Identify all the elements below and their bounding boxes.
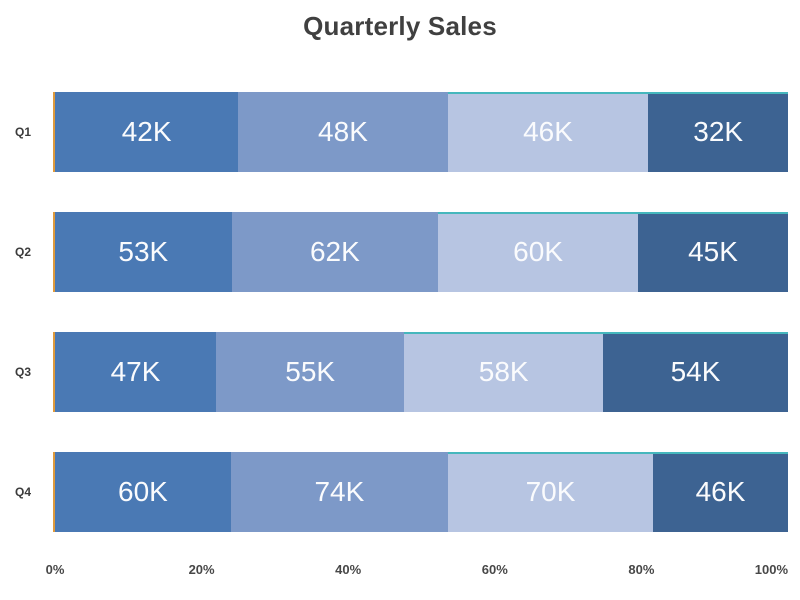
- bar-segment[interactable]: 58K: [404, 332, 604, 412]
- x-axis-tick-label: 20%: [188, 562, 215, 577]
- stacked-bar: 42K 48K 46K 32K: [53, 92, 788, 172]
- value-label: 42K: [121, 116, 172, 147]
- bar-segment[interactable]: 74K: [230, 452, 448, 532]
- category-label: Q4: [14, 485, 31, 499]
- value-label: 54K: [670, 356, 721, 387]
- bar-segment[interactable]: 62K: [231, 212, 439, 292]
- bar-row: Q4 60K 74K 70K 46K: [15, 452, 788, 532]
- x-axis-tick-label: 40%: [335, 562, 362, 577]
- bar-left-accent: [53, 452, 55, 532]
- bar-segment[interactable]: 48K: [238, 92, 448, 172]
- value-label: 53K: [118, 236, 169, 267]
- bar-top-accent: [438, 212, 788, 214]
- value-label: 46K: [523, 116, 573, 147]
- value-label: 60K: [118, 476, 168, 507]
- value-label: 48K: [318, 116, 368, 147]
- bar-top-accent: [404, 332, 788, 334]
- bar-segment[interactable]: 54K: [603, 332, 788, 412]
- bar-segment[interactable]: 53K: [55, 212, 232, 292]
- x-axis-tick-label: 80%: [628, 562, 655, 577]
- bar-segment[interactable]: 55K: [215, 332, 405, 412]
- bar-left-accent: [53, 92, 55, 172]
- bar-row: Q2 53K 62K 60K 45K: [15, 212, 788, 292]
- bar-top-accent: [447, 452, 788, 454]
- value-label: 46K: [695, 476, 746, 507]
- category-label: Q1: [14, 125, 31, 139]
- bar-top-accent: [447, 92, 788, 94]
- value-label: 45K: [688, 236, 738, 267]
- value-label: 55K: [285, 356, 336, 387]
- stacked-bar: 53K 62K 60K 45K: [53, 212, 788, 292]
- value-label: 70K: [525, 476, 576, 507]
- x-axis-tick-label: 100%: [754, 562, 788, 577]
- bar-left-accent: [53, 212, 55, 292]
- value-label: 74K: [314, 476, 365, 507]
- value-label: 58K: [478, 356, 529, 387]
- stacked-bar: 47K 55K 58K 54K: [53, 332, 788, 412]
- bar-segment[interactable]: 70K: [447, 452, 654, 532]
- value-label: 47K: [110, 356, 161, 387]
- chart-title: Quarterly Sales: [303, 11, 497, 41]
- plot-area: Q1 42K 48K 46K 32K Q2 53K 62K 60K 45K Q3 47K 55K 58K 5…: [15, 92, 788, 572]
- category-label: Q3: [14, 365, 31, 379]
- bar-row: Q1 42K 48K 46K 32K: [15, 92, 788, 172]
- bar-left-accent: [53, 332, 55, 412]
- bar-segment[interactable]: 45K: [638, 212, 788, 292]
- bar-segment[interactable]: 60K: [438, 212, 639, 292]
- bar-segment[interactable]: 32K: [648, 92, 788, 172]
- value-label: 32K: [693, 116, 744, 147]
- stacked-bar: 60K 74K 70K 46K: [53, 452, 788, 532]
- bar-row: Q3 47K 55K 58K 54K: [15, 332, 788, 412]
- value-label: 60K: [513, 236, 563, 267]
- x-axis-tick-label: 60%: [481, 562, 508, 577]
- bar-segment[interactable]: 42K: [55, 92, 239, 172]
- x-axis-tick-label: 0%: [45, 562, 65, 577]
- bar-segment[interactable]: 46K: [653, 452, 788, 532]
- category-label: Q2: [14, 245, 31, 259]
- bar-segment[interactable]: 47K: [55, 332, 216, 412]
- bar-segment[interactable]: 60K: [55, 452, 231, 532]
- value-label: 62K: [309, 236, 360, 267]
- x-axis: 0% 20% 40% 60% 80% 100%: [46, 562, 788, 578]
- bar-segment[interactable]: 46K: [447, 92, 649, 172]
